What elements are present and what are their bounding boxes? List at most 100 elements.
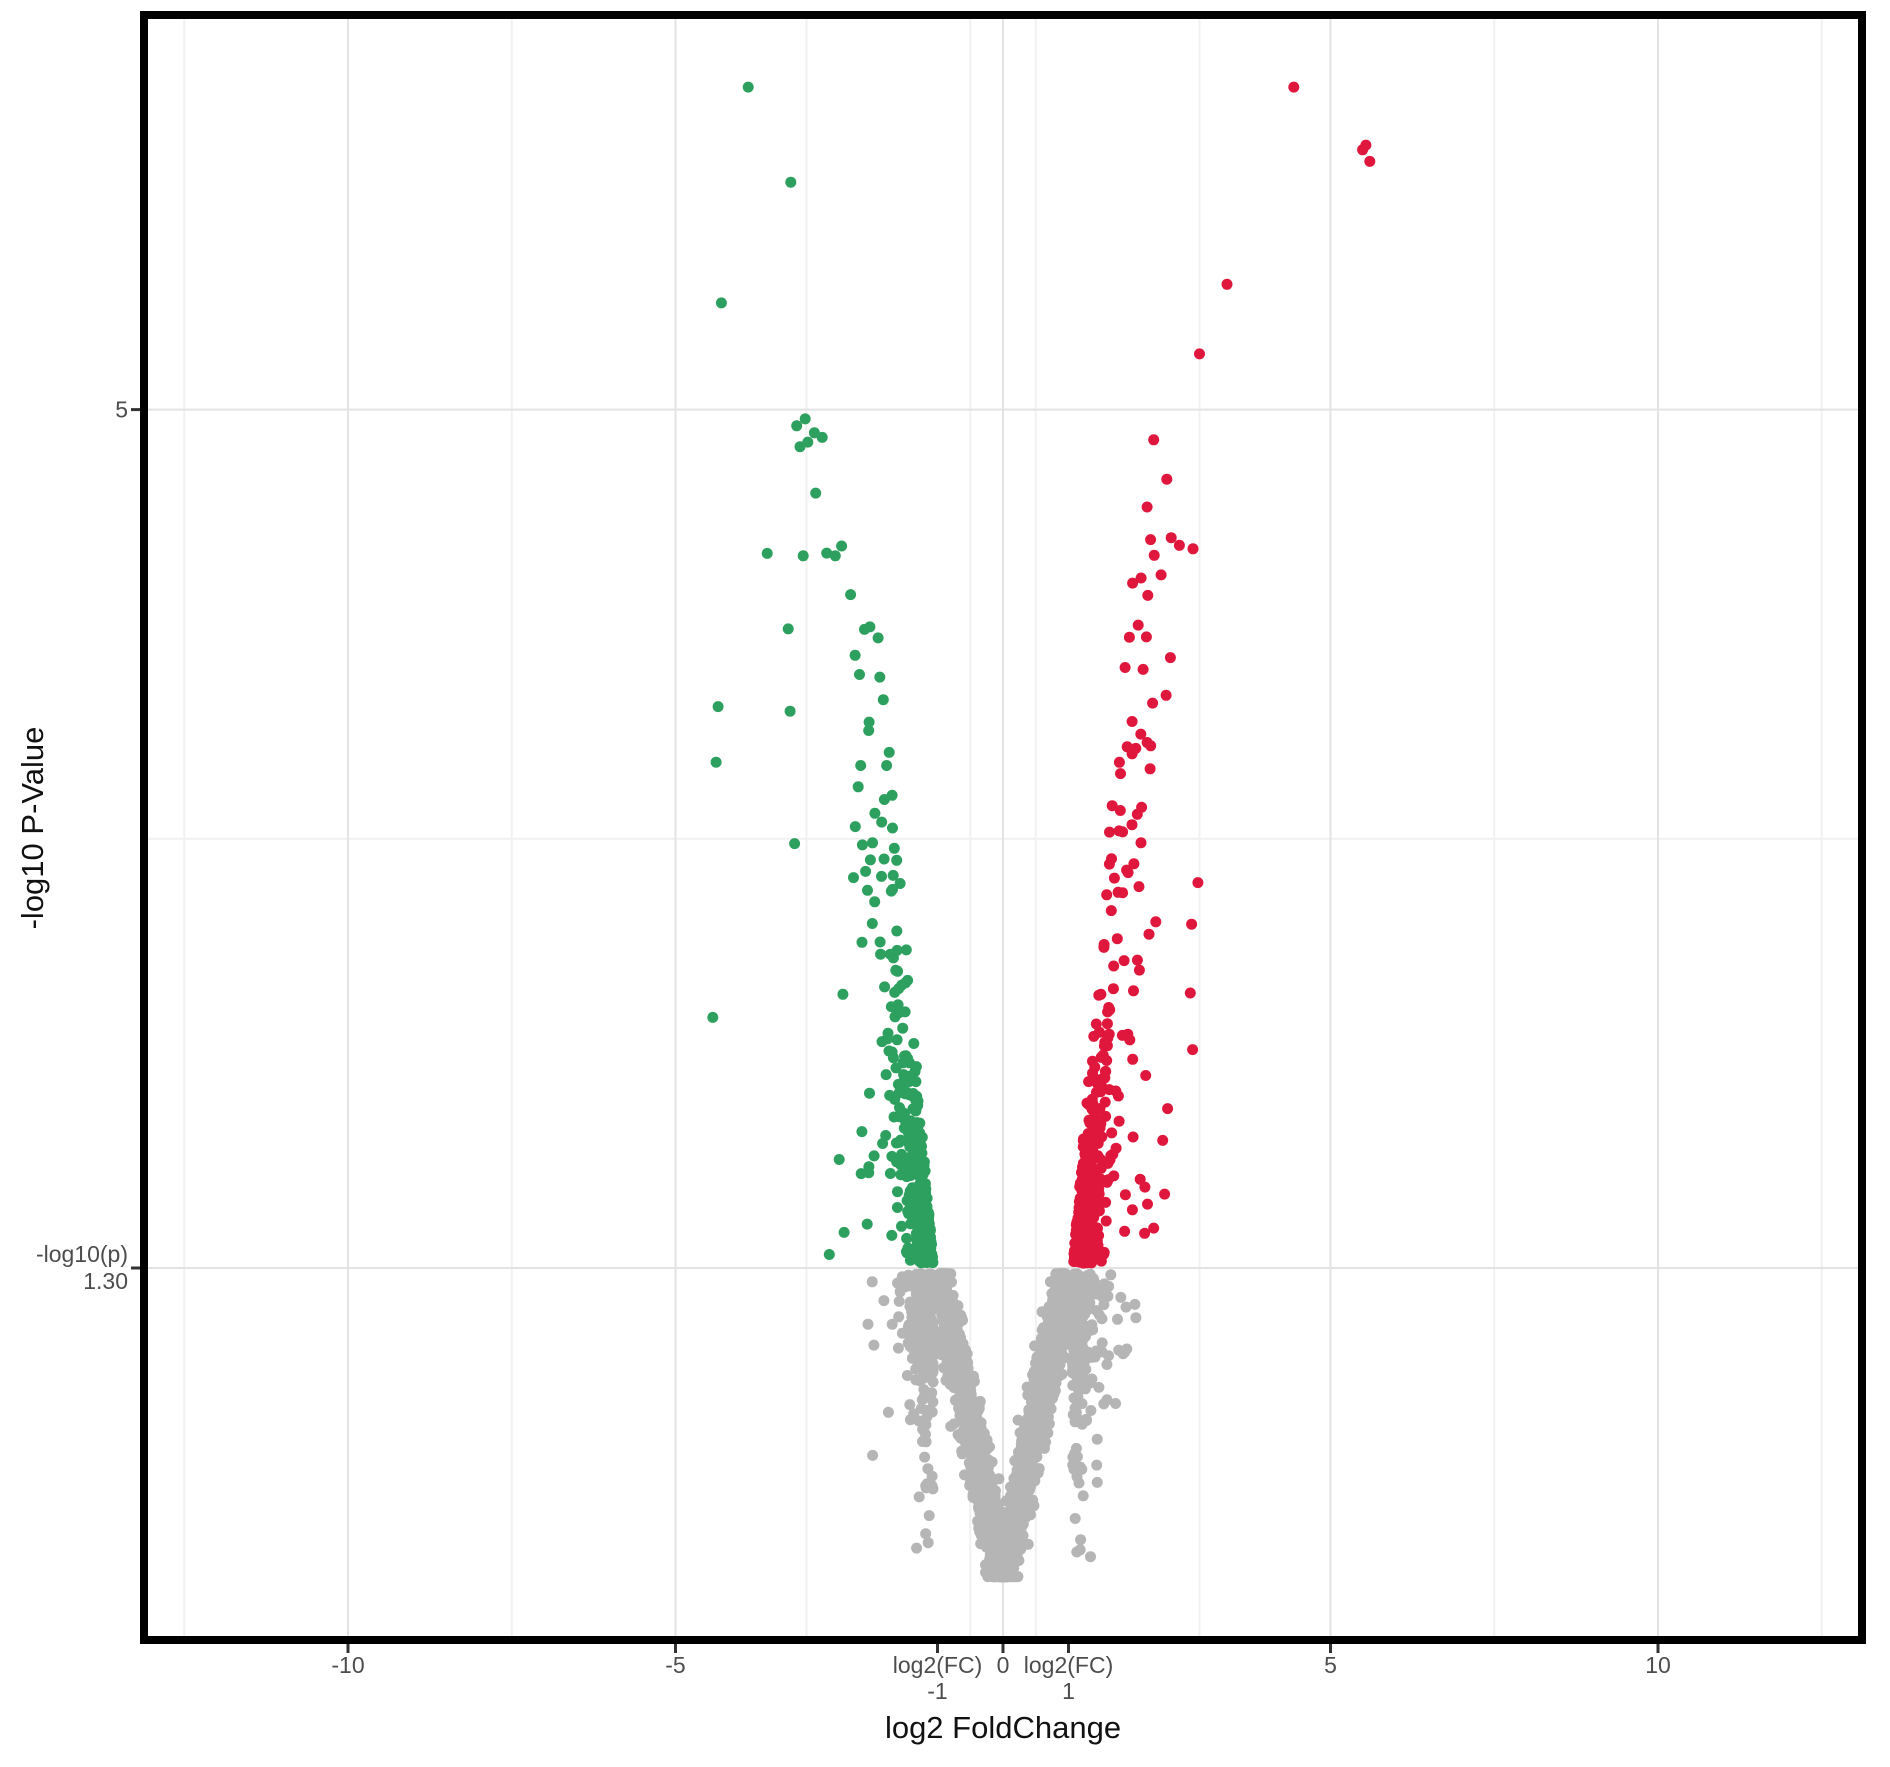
data-point-down-notable bbox=[810, 487, 822, 499]
data-point-ns bbox=[908, 1408, 920, 1420]
data-point-up bbox=[1139, 1181, 1151, 1193]
data-point-down bbox=[897, 1107, 909, 1119]
x-tick-label: -5 bbox=[665, 1652, 685, 1678]
data-point-down-notable bbox=[799, 413, 811, 425]
data-point-down-notable bbox=[829, 550, 841, 562]
data-point-ns bbox=[968, 1412, 980, 1424]
x-tick-label: -10 bbox=[331, 1652, 364, 1678]
data-point-down bbox=[887, 822, 898, 834]
data-point-down bbox=[905, 1218, 917, 1230]
data-point-ns bbox=[1006, 1512, 1018, 1524]
data-point-ns bbox=[1073, 1477, 1085, 1489]
data-point-ns bbox=[920, 1428, 931, 1440]
data-point-up bbox=[1119, 1189, 1131, 1201]
data-point-ns bbox=[1075, 1534, 1087, 1546]
data-point-ns bbox=[1067, 1459, 1079, 1471]
data-point-ns bbox=[1085, 1405, 1097, 1416]
data-point-ns bbox=[1086, 1319, 1098, 1331]
data-point-ns bbox=[906, 1311, 918, 1323]
data-point-down bbox=[876, 816, 888, 828]
data-point-down bbox=[878, 853, 890, 865]
data-point-down bbox=[888, 842, 900, 854]
data-point-down bbox=[897, 1057, 909, 1069]
x-tick-label: 5 bbox=[1324, 1652, 1337, 1678]
data-point-ns bbox=[952, 1307, 964, 1319]
data-point-up bbox=[1079, 1148, 1091, 1160]
data-point-up-notable bbox=[1357, 144, 1369, 156]
data-point-ns bbox=[1091, 1476, 1103, 1488]
data-point-down bbox=[914, 1127, 926, 1139]
data-point-ns bbox=[1067, 1277, 1079, 1289]
data-point-up bbox=[1107, 1148, 1119, 1160]
data-point-ns bbox=[1047, 1294, 1059, 1306]
data-point-down bbox=[891, 944, 903, 956]
data-point-up bbox=[1077, 1257, 1089, 1269]
data-point-down bbox=[892, 1186, 903, 1198]
data-point-up bbox=[1107, 983, 1119, 995]
data-point-up bbox=[1127, 1131, 1139, 1143]
data-point-down bbox=[863, 1161, 875, 1173]
data-point-up bbox=[1090, 1206, 1102, 1218]
data-point-up bbox=[1142, 1198, 1153, 1210]
data-point-down bbox=[886, 1150, 898, 1162]
data-point-up bbox=[1101, 1018, 1113, 1030]
data-point-down bbox=[900, 1168, 912, 1180]
data-point-down bbox=[918, 1195, 930, 1207]
data-point-up bbox=[1096, 1080, 1108, 1092]
data-point-ns bbox=[919, 1451, 931, 1463]
data-point-ns bbox=[927, 1483, 939, 1495]
data-point-down bbox=[897, 1152, 909, 1164]
data-point-ns bbox=[1036, 1372, 1047, 1384]
data-point-ns bbox=[927, 1396, 939, 1408]
data-point-up bbox=[1126, 819, 1138, 831]
data-point-ns bbox=[904, 1296, 916, 1308]
data-point-ns bbox=[927, 1280, 939, 1292]
data-point-ns bbox=[1085, 1551, 1096, 1563]
data-point-up bbox=[1077, 1135, 1089, 1147]
data-point-ns bbox=[1129, 1298, 1141, 1310]
data-point-up bbox=[1108, 960, 1120, 972]
data-point-down bbox=[856, 1126, 868, 1138]
data-point-down bbox=[908, 1245, 920, 1257]
data-point-down bbox=[884, 1089, 896, 1101]
data-point-down-notable bbox=[761, 547, 773, 559]
data-point-down bbox=[884, 1168, 896, 1179]
data-point-ns bbox=[919, 1418, 931, 1430]
data-point-down-notable bbox=[742, 81, 754, 93]
data-point-ns bbox=[947, 1379, 959, 1391]
data-point-down bbox=[874, 936, 886, 948]
data-point-down bbox=[869, 896, 881, 908]
data-point-ns bbox=[1080, 1413, 1092, 1425]
data-point-ns bbox=[961, 1348, 973, 1360]
data-point-up bbox=[1098, 1246, 1110, 1258]
data-point-up bbox=[1103, 1028, 1115, 1040]
data-point-up bbox=[1114, 805, 1126, 816]
data-point-down bbox=[854, 669, 865, 680]
data-point-down bbox=[863, 716, 875, 728]
data-point-ns bbox=[1093, 1381, 1105, 1393]
data-point-ns bbox=[1039, 1354, 1051, 1365]
data-point-ns bbox=[904, 1399, 916, 1411]
data-point-ns bbox=[962, 1424, 974, 1435]
data-point-down bbox=[891, 854, 903, 866]
data-point-down bbox=[899, 1006, 911, 1018]
data-points bbox=[707, 81, 1376, 1583]
data-point-up bbox=[1135, 728, 1147, 740]
data-point-ns bbox=[1076, 1366, 1088, 1378]
data-point-ns bbox=[1103, 1350, 1114, 1362]
data-point-ns bbox=[1028, 1446, 1040, 1458]
data-point-ns bbox=[1021, 1381, 1033, 1393]
data-point-ns bbox=[922, 1341, 934, 1353]
data-point-ns bbox=[923, 1510, 935, 1522]
data-point-down bbox=[855, 760, 867, 771]
data-point-ns bbox=[1011, 1497, 1023, 1509]
data-point-down bbox=[867, 837, 878, 849]
data-point-down bbox=[889, 986, 901, 998]
data-point-down bbox=[896, 1220, 907, 1232]
data-point-ns bbox=[917, 1367, 929, 1379]
data-point-ns bbox=[1050, 1278, 1061, 1290]
data-point-down bbox=[916, 1163, 928, 1175]
data-point-ns bbox=[1071, 1546, 1083, 1558]
data-point-ns bbox=[985, 1541, 997, 1553]
notable-points bbox=[707, 81, 1376, 1023]
